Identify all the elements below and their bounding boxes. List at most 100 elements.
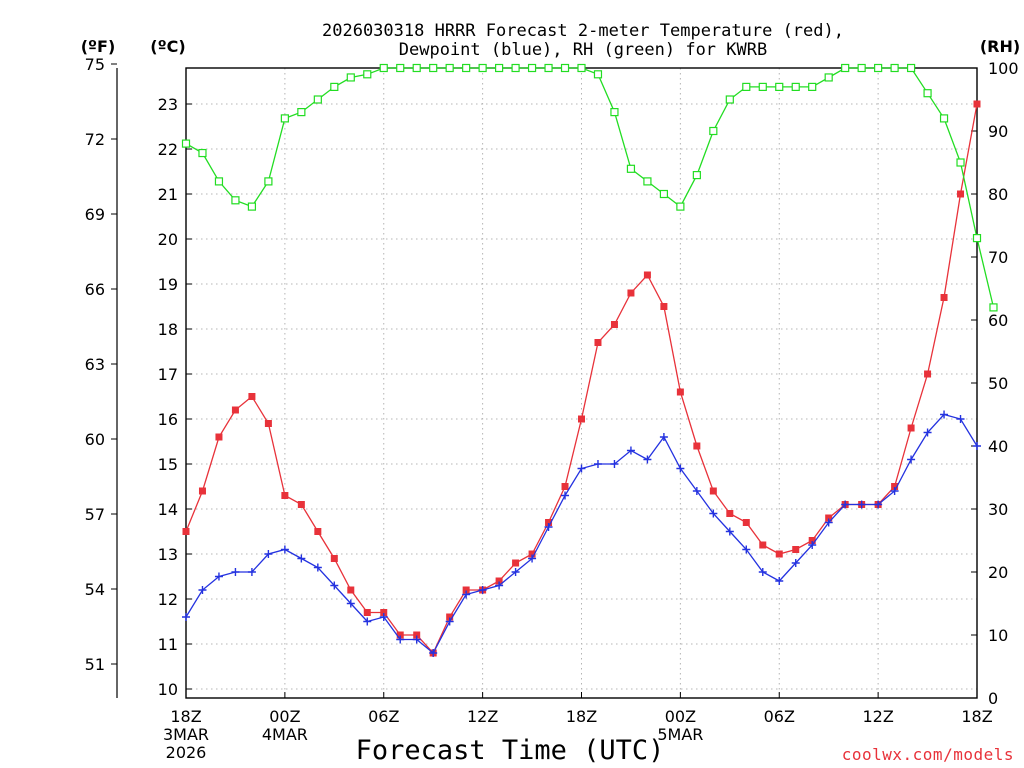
x-tick-label: 5MAR (657, 725, 703, 744)
data-point (626, 446, 635, 455)
data-point (890, 487, 899, 495)
data-point (626, 164, 636, 173)
fahrenheit-tick-label: 60 (85, 430, 105, 449)
fahrenheit-tick-label: 69 (85, 205, 105, 224)
data-point (874, 63, 883, 73)
rh-unit-label: (RH) (980, 37, 1020, 56)
data-point (907, 424, 915, 432)
data-point (742, 82, 751, 92)
x-axis-title: Forecast Time (UTC) (356, 735, 665, 766)
data-point (182, 528, 190, 535)
data-point (890, 63, 899, 73)
chart-title-line-1: 2026030318 HRRR Forecast 2-meter Tempera… (322, 21, 844, 41)
data-point (577, 464, 586, 473)
series-layer (181, 63, 998, 657)
data-point (330, 82, 339, 92)
data-point (445, 617, 454, 626)
data-point (940, 294, 948, 301)
data-point (709, 126, 718, 136)
data-point (759, 541, 767, 549)
rh-tick-label: 10 (988, 626, 1008, 645)
data-point (248, 393, 256, 400)
data-point (578, 415, 585, 423)
data-point (396, 63, 405, 73)
data-point (643, 455, 652, 464)
celsius-unit-label: (ºC) (150, 37, 185, 56)
data-point (528, 550, 536, 558)
x-tick-label: 4MAR (262, 725, 308, 744)
data-point (281, 492, 289, 499)
data-point (198, 148, 207, 158)
data-point (791, 559, 800, 567)
celsius-tick-label: 23 (158, 95, 178, 114)
celsius-tick-label: 15 (158, 455, 178, 474)
data-point (973, 442, 981, 450)
fahrenheit-tick-label: 54 (85, 580, 105, 599)
fahrenheit-tick-label: 57 (85, 505, 105, 524)
data-point (593, 460, 602, 468)
x-tick-label: 3MAR (163, 725, 209, 744)
data-point (775, 550, 783, 558)
x-tick-label: 18Z (961, 707, 992, 726)
data-point (545, 519, 553, 526)
data-point (561, 483, 569, 490)
data-point (214, 177, 224, 186)
data-point (923, 89, 932, 98)
data-point (231, 568, 240, 576)
data-point (560, 63, 570, 73)
data-point (297, 501, 305, 508)
celsius-tick-label: 12 (158, 590, 178, 609)
data-point (957, 190, 965, 198)
data-point (363, 609, 371, 616)
data-point (775, 82, 784, 92)
data-point (462, 63, 471, 73)
data-point (280, 545, 289, 554)
data-point (676, 464, 685, 473)
x-tick-label: 18Z (566, 707, 597, 726)
data-point (692, 487, 701, 495)
data-point (824, 73, 833, 82)
data-point (693, 442, 701, 450)
data-point (380, 609, 388, 616)
data-point (610, 107, 619, 117)
x-tick-label: 18Z (170, 707, 201, 726)
x-tick-label: 12Z (467, 707, 498, 726)
data-point (215, 433, 223, 441)
data-point (692, 171, 701, 180)
fahrenheit-unit-label: (ºF) (81, 37, 116, 56)
data-point (181, 139, 191, 148)
data-point (725, 527, 734, 536)
celsius-tick-label: 20 (158, 230, 178, 249)
data-point (841, 63, 850, 73)
left-axes: 10 11 12 13 14 15 16 17 18 19 20 21 22 23 51 54 57 60 63 66… (85, 55, 192, 699)
data-point (478, 586, 487, 594)
rh-tick-label: 70 (988, 248, 1008, 267)
data-point (808, 82, 817, 92)
rh-tick-label: 40 (988, 437, 1008, 456)
rh-tick-label: 100 (988, 59, 1019, 78)
data-point (495, 577, 503, 585)
data-point (924, 370, 932, 378)
data-point (462, 590, 471, 599)
data-point (973, 100, 981, 108)
data-point (660, 303, 668, 310)
data-point (709, 487, 717, 495)
data-point (412, 63, 421, 73)
x-tick-label: 12Z (862, 707, 893, 726)
celsius-tick-label: 16 (158, 410, 178, 429)
data-point (906, 63, 916, 73)
data-point (528, 554, 537, 563)
fahrenheit-tick-label: 75 (85, 55, 105, 74)
data-point (429, 649, 438, 657)
data-point (330, 581, 339, 590)
data-point (231, 406, 239, 414)
data-point (726, 510, 734, 517)
x-tick-label: 06Z (764, 707, 795, 726)
data-point (363, 70, 372, 79)
x-tick-label: 06Z (368, 707, 399, 726)
gridlines (185, 68, 978, 698)
data-point (413, 631, 421, 639)
data-point (907, 455, 916, 464)
data-point (659, 433, 668, 441)
celsius-tick-label: 13 (158, 545, 178, 564)
